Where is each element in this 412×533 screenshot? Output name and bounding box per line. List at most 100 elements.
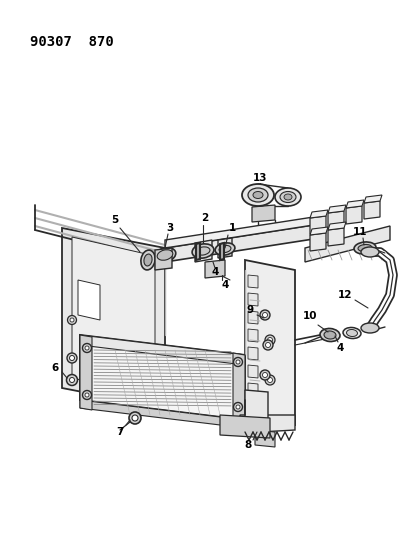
Circle shape xyxy=(267,377,272,383)
Text: 1: 1 xyxy=(228,223,236,233)
Ellipse shape xyxy=(253,191,263,198)
Polygon shape xyxy=(248,275,258,288)
Polygon shape xyxy=(248,329,258,342)
Text: 4: 4 xyxy=(221,280,229,290)
Ellipse shape xyxy=(248,188,268,202)
Circle shape xyxy=(260,370,270,380)
Circle shape xyxy=(129,412,141,424)
Polygon shape xyxy=(245,260,295,425)
Circle shape xyxy=(234,358,243,367)
Text: 7: 7 xyxy=(116,427,124,437)
Ellipse shape xyxy=(343,327,361,338)
Polygon shape xyxy=(248,293,258,306)
Circle shape xyxy=(236,405,240,409)
Ellipse shape xyxy=(144,254,152,266)
Circle shape xyxy=(265,335,275,345)
Ellipse shape xyxy=(324,331,336,339)
Ellipse shape xyxy=(320,328,340,342)
Circle shape xyxy=(85,346,89,350)
Polygon shape xyxy=(220,243,224,260)
Ellipse shape xyxy=(154,248,176,262)
Text: 8: 8 xyxy=(244,440,252,450)
Polygon shape xyxy=(165,216,320,248)
Polygon shape xyxy=(196,243,200,260)
Polygon shape xyxy=(328,228,344,246)
Polygon shape xyxy=(364,201,380,219)
Polygon shape xyxy=(233,353,245,420)
Circle shape xyxy=(70,356,75,360)
Polygon shape xyxy=(72,237,155,396)
Polygon shape xyxy=(310,233,326,251)
Ellipse shape xyxy=(361,323,379,333)
Polygon shape xyxy=(310,227,328,235)
Ellipse shape xyxy=(141,250,155,270)
Polygon shape xyxy=(248,365,258,378)
Text: 4: 4 xyxy=(211,267,219,277)
Circle shape xyxy=(262,312,267,318)
Polygon shape xyxy=(248,347,258,360)
Text: 4: 4 xyxy=(336,343,344,353)
Circle shape xyxy=(267,337,272,343)
Ellipse shape xyxy=(215,243,235,255)
Ellipse shape xyxy=(242,184,274,206)
Polygon shape xyxy=(252,205,275,222)
Circle shape xyxy=(70,318,74,322)
Circle shape xyxy=(82,391,91,400)
Text: 3: 3 xyxy=(166,223,173,233)
Circle shape xyxy=(236,360,240,364)
Polygon shape xyxy=(328,211,344,229)
Circle shape xyxy=(265,343,271,348)
Polygon shape xyxy=(218,238,232,258)
Polygon shape xyxy=(80,335,245,420)
Circle shape xyxy=(263,340,273,350)
Circle shape xyxy=(132,415,138,421)
Polygon shape xyxy=(255,430,275,447)
Polygon shape xyxy=(310,210,328,218)
Ellipse shape xyxy=(196,247,210,255)
Polygon shape xyxy=(195,240,212,262)
Ellipse shape xyxy=(361,247,379,257)
Ellipse shape xyxy=(284,194,292,200)
Circle shape xyxy=(260,310,270,320)
Ellipse shape xyxy=(280,191,296,203)
Polygon shape xyxy=(80,400,245,428)
Ellipse shape xyxy=(157,250,173,260)
Circle shape xyxy=(85,393,89,397)
Polygon shape xyxy=(80,335,92,410)
Text: 10: 10 xyxy=(303,311,317,321)
Text: 5: 5 xyxy=(111,215,119,225)
Ellipse shape xyxy=(358,245,372,252)
Polygon shape xyxy=(240,415,295,432)
Polygon shape xyxy=(205,260,225,278)
Text: 90307  870: 90307 870 xyxy=(30,35,114,49)
Polygon shape xyxy=(62,228,165,408)
Circle shape xyxy=(265,375,275,385)
Circle shape xyxy=(234,402,243,411)
Circle shape xyxy=(82,343,91,352)
Polygon shape xyxy=(165,224,320,262)
Polygon shape xyxy=(328,205,346,213)
Polygon shape xyxy=(80,335,245,365)
Polygon shape xyxy=(155,248,172,270)
Polygon shape xyxy=(346,200,364,208)
Text: 6: 6 xyxy=(52,363,59,373)
Circle shape xyxy=(66,375,77,385)
Polygon shape xyxy=(248,383,258,396)
Circle shape xyxy=(262,373,267,377)
Text: 2: 2 xyxy=(201,213,208,223)
Polygon shape xyxy=(328,222,346,230)
Polygon shape xyxy=(78,280,100,320)
Polygon shape xyxy=(245,390,268,432)
Polygon shape xyxy=(346,206,362,224)
Circle shape xyxy=(68,316,77,325)
Polygon shape xyxy=(220,415,270,438)
Ellipse shape xyxy=(346,329,358,336)
Polygon shape xyxy=(364,195,382,203)
Polygon shape xyxy=(305,226,390,262)
Ellipse shape xyxy=(354,242,376,254)
Text: 12: 12 xyxy=(338,290,352,300)
Polygon shape xyxy=(248,401,258,414)
Text: 11: 11 xyxy=(353,227,367,237)
Ellipse shape xyxy=(192,244,214,258)
Text: 13: 13 xyxy=(253,173,267,183)
